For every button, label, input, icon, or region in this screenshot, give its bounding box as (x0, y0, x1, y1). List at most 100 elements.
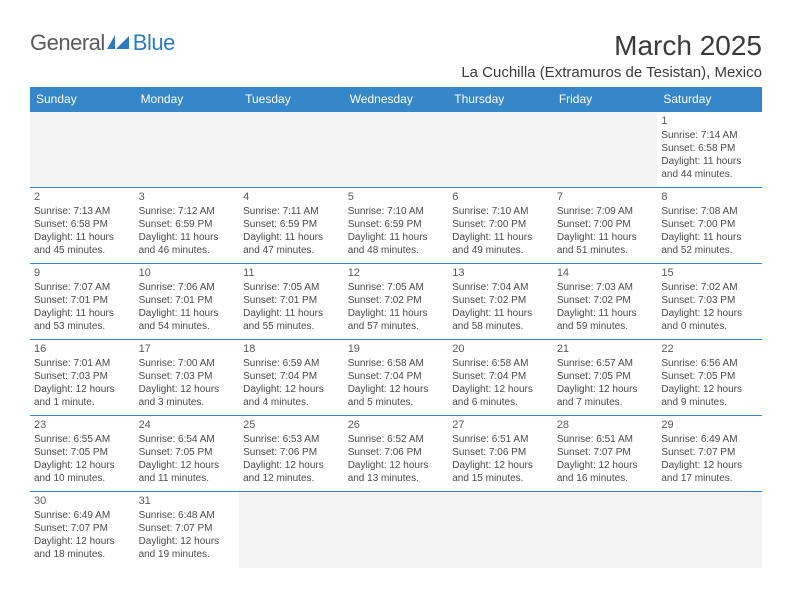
sunrise-line: Sunrise: 6:59 AM (243, 357, 340, 370)
calendar-day: 1Sunrise: 7:14 AMSunset: 6:58 PMDaylight… (657, 112, 762, 188)
daylight-line: Daylight: 11 hours (34, 231, 131, 244)
daylight-line: and 53 minutes. (34, 320, 131, 333)
sunset-line: Sunset: 7:05 PM (661, 370, 758, 383)
day-number: 14 (557, 266, 654, 280)
sunrise-line: Sunrise: 7:06 AM (139, 281, 236, 294)
daylight-line: and 0 minutes. (661, 320, 758, 333)
sunset-line: Sunset: 6:58 PM (34, 218, 131, 231)
sunset-line: Sunset: 7:05 PM (139, 446, 236, 459)
sunrise-line: Sunrise: 7:01 AM (34, 357, 131, 370)
day-number: 31 (139, 494, 236, 508)
calendar-empty (30, 112, 135, 188)
calendar-day: 26Sunrise: 6:52 AMSunset: 7:06 PMDayligh… (344, 416, 449, 492)
calendar-day: 9Sunrise: 7:07 AMSunset: 7:01 PMDaylight… (30, 264, 135, 340)
daylight-line: and 54 minutes. (139, 320, 236, 333)
calendar-empty (344, 112, 449, 188)
sunset-line: Sunset: 7:03 PM (139, 370, 236, 383)
calendar-day: 16Sunrise: 7:01 AMSunset: 7:03 PMDayligh… (30, 340, 135, 416)
logo-text-1: General (30, 30, 105, 56)
sunset-line: Sunset: 7:04 PM (243, 370, 340, 383)
day-number: 1 (661, 114, 758, 128)
day-number: 17 (139, 342, 236, 356)
day-header: Thursday (448, 87, 553, 112)
sunset-line: Sunset: 6:59 PM (348, 218, 445, 231)
daylight-line: Daylight: 12 hours (139, 459, 236, 472)
daylight-line: Daylight: 12 hours (34, 459, 131, 472)
daylight-line: and 57 minutes. (348, 320, 445, 333)
calendar-empty (657, 492, 762, 568)
calendar-week: 30Sunrise: 6:49 AMSunset: 7:07 PMDayligh… (30, 492, 762, 568)
sunrise-line: Sunrise: 6:55 AM (34, 433, 131, 446)
sunrise-line: Sunrise: 6:54 AM (139, 433, 236, 446)
day-number: 16 (34, 342, 131, 356)
sunset-line: Sunset: 7:04 PM (348, 370, 445, 383)
day-number: 5 (348, 190, 445, 204)
daylight-line: Daylight: 11 hours (243, 307, 340, 320)
sunset-line: Sunset: 7:01 PM (34, 294, 131, 307)
sunset-line: Sunset: 7:05 PM (557, 370, 654, 383)
calendar-day: 5Sunrise: 7:10 AMSunset: 6:59 PMDaylight… (344, 188, 449, 264)
day-number: 21 (557, 342, 654, 356)
sunrise-line: Sunrise: 7:10 AM (452, 205, 549, 218)
daylight-line: Daylight: 12 hours (348, 459, 445, 472)
day-number: 2 (34, 190, 131, 204)
month-title: March 2025 (461, 30, 762, 62)
sunrise-line: Sunrise: 6:49 AM (661, 433, 758, 446)
sunset-line: Sunset: 7:05 PM (34, 446, 131, 459)
daylight-line: Daylight: 12 hours (34, 535, 131, 548)
daylight-line: Daylight: 12 hours (243, 459, 340, 472)
calendar-day: 21Sunrise: 6:57 AMSunset: 7:05 PMDayligh… (553, 340, 658, 416)
daylight-line: Daylight: 12 hours (557, 383, 654, 396)
sunrise-line: Sunrise: 7:11 AM (243, 205, 340, 218)
day-number: 19 (348, 342, 445, 356)
day-number: 20 (452, 342, 549, 356)
daylight-line: and 9 minutes. (661, 396, 758, 409)
daylight-line: and 10 minutes. (34, 472, 131, 485)
calendar-week: 1Sunrise: 7:14 AMSunset: 6:58 PMDaylight… (30, 112, 762, 188)
day-number: 26 (348, 418, 445, 432)
calendar-empty (135, 112, 240, 188)
calendar-day: 27Sunrise: 6:51 AMSunset: 7:06 PMDayligh… (448, 416, 553, 492)
calendar-day: 28Sunrise: 6:51 AMSunset: 7:07 PMDayligh… (553, 416, 658, 492)
sunrise-line: Sunrise: 7:12 AM (139, 205, 236, 218)
sunrise-line: Sunrise: 7:00 AM (139, 357, 236, 370)
calendar-week: 23Sunrise: 6:55 AMSunset: 7:05 PMDayligh… (30, 416, 762, 492)
calendar-week: 16Sunrise: 7:01 AM Sunset: 7:03 PM Dayligh… (30, 340, 762, 416)
day-number: 8 (661, 190, 758, 204)
calendar-day: 2Sunrise: 7:13 AMSunset: 6:58 PMDaylight… (30, 188, 135, 264)
sunrise-line: Sunrise: 6:52 AM (348, 433, 445, 446)
daylight-line: and 4 minutes. (243, 396, 340, 409)
calendar-empty (553, 112, 658, 188)
day-number: 7 (557, 190, 654, 204)
title-block: March 2025 La Cuchilla (Extramuros de Te… (461, 30, 762, 81)
sunset-line: Sunset: 7:07 PM (34, 522, 131, 535)
calendar-day: 11Sunrise: 7:05 AMSunset: 7:01 PMDayligh… (239, 264, 344, 340)
sunset-line: Sunset: 6:59 PM (243, 218, 340, 231)
calendar-day: 4Sunrise: 7:11 AMSunset: 6:59 PMDaylight… (239, 188, 344, 264)
daylight-line: and 52 minutes. (661, 244, 758, 257)
daylight-line: Daylight: 11 hours (452, 307, 549, 320)
daylight-line: and 3 minutes. (139, 396, 236, 409)
daylight-line: and 51 minutes. (557, 244, 654, 257)
daylight-line: Daylight: 12 hours (243, 383, 340, 396)
calendar-day: 31Sunrise: 6:48 AMSunset: 7:07 PMDayligh… (135, 492, 240, 568)
sunrise-line: Sunrise: 7:09 AM (557, 205, 654, 218)
daylight-line: Daylight: 12 hours (661, 459, 758, 472)
sunrise-line: Sunrise: 7:10 AM (348, 205, 445, 218)
day-number: 12 (348, 266, 445, 280)
day-number: 13 (452, 266, 549, 280)
calendar-day: 18Sunrise: 6:59 AMSunset: 7:04 PMDayligh… (239, 340, 344, 416)
day-number: 22 (661, 342, 758, 356)
daylight-line: Daylight: 12 hours (452, 459, 549, 472)
sunrise-line: Sunrise: 6:58 AM (452, 357, 549, 370)
sunset-line: Sunset: 7:01 PM (243, 294, 340, 307)
day-number: 28 (557, 418, 654, 432)
sunrise-line: Sunrise: 7:07 AM (34, 281, 131, 294)
day-number: 11 (243, 266, 340, 280)
day-number: 30 (34, 494, 131, 508)
calendar-day: 6Sunrise: 7:10 AMSunset: 7:00 PMDaylight… (448, 188, 553, 264)
calendar-day: 22Sunrise: 6:56 AMSunset: 7:05 PMDayligh… (657, 340, 762, 416)
day-number: 9 (34, 266, 131, 280)
daylight-line: Daylight: 11 hours (139, 307, 236, 320)
calendar-table: SundayMondayTuesdayWednesdayThursdayFrid… (30, 87, 762, 568)
